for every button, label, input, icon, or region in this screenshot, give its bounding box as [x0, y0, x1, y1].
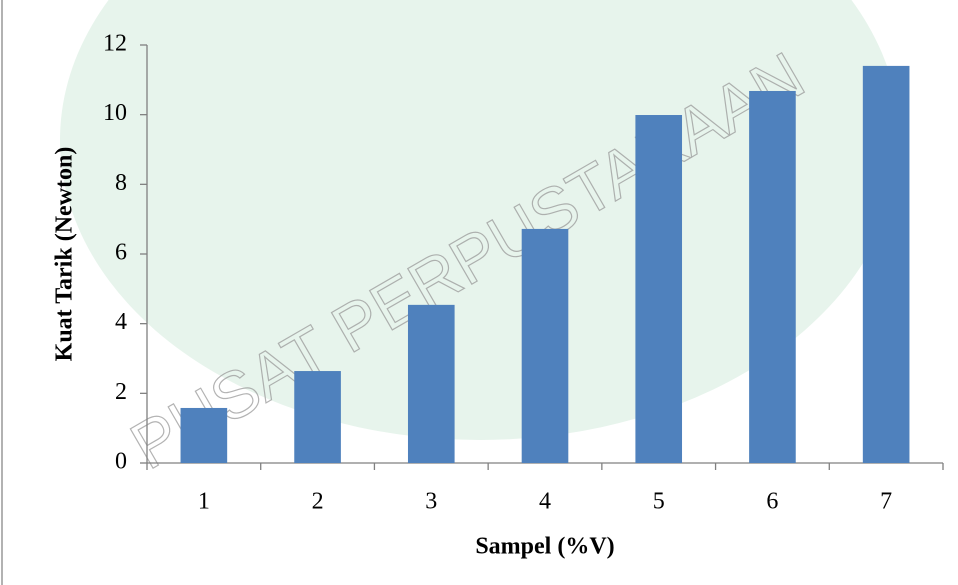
bar — [181, 408, 228, 463]
bar — [522, 229, 569, 463]
y-tick-label: 10 — [103, 100, 127, 126]
bar — [863, 66, 910, 463]
x-axis-title: Sampel (%V) — [475, 534, 614, 560]
y-axis-title: Kuat Tarik (Newton) — [52, 147, 78, 362]
bar — [749, 91, 796, 463]
y-tick-label: 6 — [115, 240, 127, 266]
bar — [294, 371, 341, 463]
bar — [408, 305, 455, 463]
x-tick-label: 7 — [880, 489, 892, 515]
y-tick-label: 8 — [115, 170, 127, 196]
y-tick-label: 12 — [103, 31, 127, 57]
y-tick-label: 0 — [115, 449, 127, 475]
x-tick-label: 6 — [766, 489, 778, 515]
y-tick-label: 4 — [115, 309, 127, 335]
x-tick-label: 4 — [539, 489, 551, 515]
chart: PUSAT PERPUSTAKAAN Sampel (%V) Kuat Tari… — [0, 0, 958, 585]
bar — [635, 115, 682, 463]
x-tick-label: 3 — [425, 489, 437, 515]
y-tick-label: 2 — [115, 379, 127, 405]
x-tick-label: 1 — [198, 489, 210, 515]
x-tick-label: 2 — [312, 489, 324, 515]
x-tick-label: 5 — [653, 489, 665, 515]
